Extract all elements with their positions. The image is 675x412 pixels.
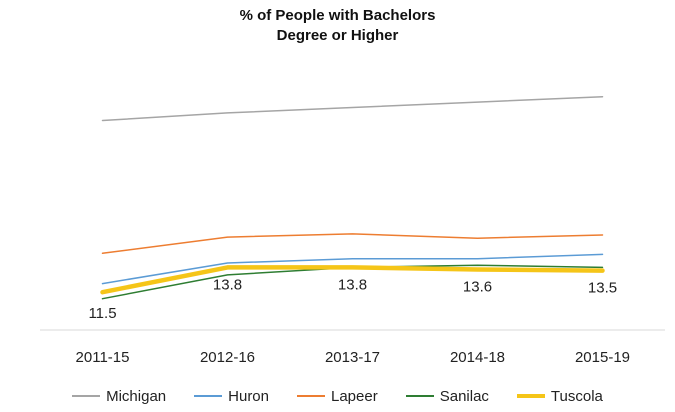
data-label: 13.8: [338, 276, 367, 293]
legend-swatch: [194, 395, 223, 397]
legend: Michigan Huron Lapeer Sanilac Tuscola: [0, 384, 675, 408]
legend-item-tuscola: Tuscola: [516, 387, 603, 405]
chart-title-line-2: Degree or Higher: [276, 27, 399, 44]
legend-swatch: [297, 395, 325, 397]
x-tick-label: 2012-16: [200, 349, 255, 366]
legend-item-huron: Huron: [194, 388, 269, 405]
legend-item-sanilac: Sanilac: [405, 387, 489, 405]
legend-swatch: [72, 395, 101, 397]
chart-title: % of People with Bachelors Degree or Hig…: [0, 6, 675, 46]
legend-label: Huron: [228, 387, 269, 405]
x-tick-label: 2011-15: [76, 349, 130, 366]
legend-swatch: [405, 395, 434, 397]
data-label: 13.8: [213, 276, 242, 293]
data-label: 13.6: [463, 279, 492, 296]
series-line-michigan: [101, 95, 604, 122]
series-line-lapeer: [101, 233, 604, 255]
legend-label: Sanilac: [439, 387, 489, 405]
x-tick-label: 2015-19: [575, 349, 630, 366]
legend-label: Tuscola: [550, 387, 603, 405]
x-tick-label: 2014-18: [450, 349, 505, 366]
legend-item-michigan: Michigan: [72, 388, 166, 405]
chart-title-line-1: % of People with Bachelors: [239, 7, 436, 24]
legend-label: Michigan: [106, 387, 167, 405]
legend-swatch: [516, 393, 545, 399]
series-line-huron: [101, 253, 604, 285]
data-label: 13.5: [588, 280, 617, 297]
series-line-tuscola: [100, 265, 605, 295]
legend-label: Lapeer: [331, 387, 378, 405]
x-tick-label: 2013-17: [325, 349, 380, 366]
data-label: 11.5: [88, 305, 116, 322]
legend-item-lapeer: Lapeer: [297, 388, 378, 405]
